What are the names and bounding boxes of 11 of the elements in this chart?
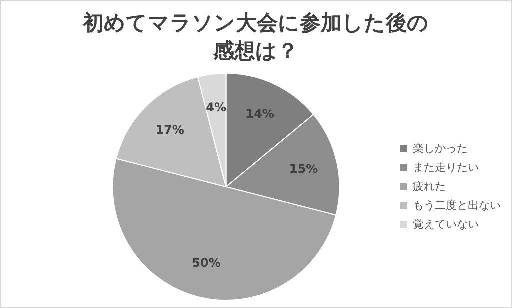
- legend-label: 楽しかった: [413, 142, 468, 155]
- legend-label: 覚えていない: [413, 218, 479, 231]
- legend-label: また走りたい: [413, 160, 479, 174]
- data-label: 17%: [156, 122, 184, 137]
- legend-label: もう二度と出ない: [413, 198, 501, 212]
- data-label: 14%: [246, 107, 274, 122]
- chart-title: 初めてマラソン大会に参加した後の感想は？: [82, 10, 430, 65]
- legend-label: 疲れた: [413, 180, 446, 193]
- data-label: 4%: [206, 100, 226, 114]
- data-label: 50%: [192, 256, 221, 270]
- data-label: 15%: [289, 162, 318, 176]
